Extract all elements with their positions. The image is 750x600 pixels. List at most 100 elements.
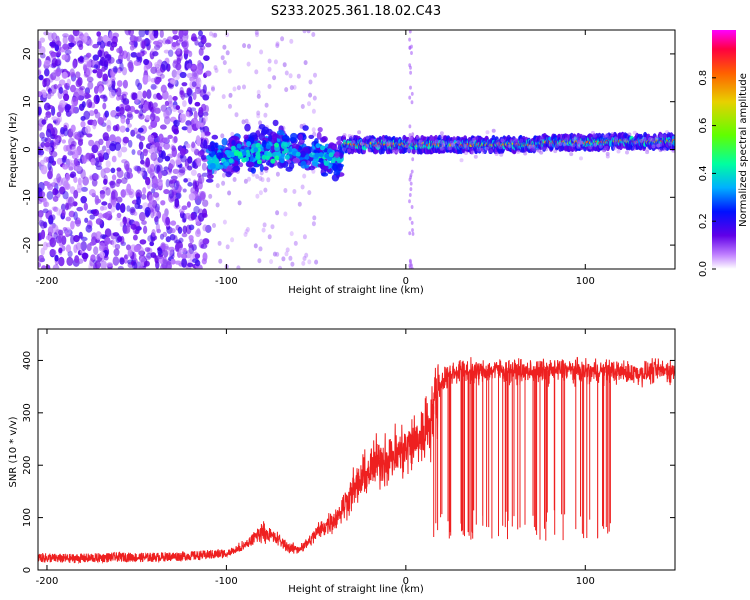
spectrogram-cell bbox=[228, 92, 233, 98]
spectrogram-cell bbox=[648, 137, 653, 141]
spectrogram-cell bbox=[409, 173, 413, 178]
spectrogram-cell bbox=[126, 205, 131, 212]
spectrogram-cell bbox=[178, 237, 184, 243]
spectrogram-cell bbox=[196, 77, 202, 88]
spectrogram-cell bbox=[144, 247, 151, 252]
spectrogram-cell bbox=[571, 137, 576, 142]
spectrogram-cell bbox=[610, 132, 615, 137]
spectrogram-cell bbox=[316, 131, 322, 140]
spectrogram-cell bbox=[189, 107, 197, 112]
spectrogram-cell bbox=[163, 116, 171, 125]
spectrogram-cell bbox=[101, 206, 108, 211]
spectrogram-cell bbox=[49, 41, 57, 47]
spectrogram-cell bbox=[323, 161, 329, 166]
spectrogram-cell bbox=[91, 178, 98, 187]
spectrogram-cell bbox=[413, 140, 418, 145]
spectrogram-cell bbox=[196, 156, 202, 167]
spectrogram-cell bbox=[55, 117, 61, 124]
spectrogram-cell bbox=[312, 215, 317, 221]
spectrogram-cell bbox=[382, 138, 387, 143]
spectrogram-cell bbox=[242, 43, 247, 49]
spectrogram-cell bbox=[53, 232, 58, 240]
spectrogram-cell bbox=[292, 84, 297, 90]
spectrogram-cell bbox=[97, 152, 103, 158]
spectrogram-cell bbox=[157, 94, 163, 101]
spectrogram-cell bbox=[179, 113, 186, 119]
spectrogram-cell bbox=[63, 127, 69, 137]
spectrogram-cell bbox=[668, 141, 673, 146]
spectrogram-cell bbox=[66, 78, 71, 87]
spectrogram-cell bbox=[298, 133, 304, 141]
spectrogram-cell bbox=[80, 195, 87, 204]
spectrogram-cell bbox=[182, 30, 189, 36]
spectrogram-cell bbox=[115, 95, 121, 101]
spectrogram-cell bbox=[295, 151, 301, 157]
spectrogram-cell bbox=[135, 226, 142, 231]
spectrogram-cell bbox=[259, 49, 264, 55]
spectrogram-cell bbox=[280, 142, 288, 149]
spectrogram-cell bbox=[201, 162, 207, 171]
spectrogram-cell bbox=[103, 167, 111, 174]
spectrogram-cell bbox=[73, 211, 78, 221]
spectrogram-cell bbox=[93, 64, 99, 69]
spectrogram-cell bbox=[314, 259, 319, 265]
spectrogram-cell bbox=[200, 155, 207, 160]
spectrogram-cell bbox=[181, 126, 188, 131]
spectrogram-cell bbox=[357, 130, 362, 135]
spectrogram-cell bbox=[255, 32, 259, 38]
spectrogram-cell bbox=[225, 32, 230, 38]
chart-title: S233.2025.361.18.02.C43 bbox=[271, 4, 441, 19]
spectrogram-cell bbox=[269, 259, 274, 265]
spectrogram-cell bbox=[38, 181, 45, 192]
spectrogram-cell bbox=[201, 172, 209, 177]
spectrogram-cell bbox=[140, 167, 146, 172]
spectrogram-cell bbox=[76, 206, 84, 212]
spectrogram-cell bbox=[50, 72, 57, 81]
spectrogram-cell bbox=[197, 35, 205, 40]
spectrogram-cell bbox=[119, 106, 125, 115]
spectrogram-cell bbox=[654, 136, 659, 141]
spectrogram-cell bbox=[38, 233, 41, 242]
spectrogram-cell bbox=[82, 176, 89, 186]
spectrogram-cell bbox=[202, 199, 209, 207]
spectrogram-cell bbox=[141, 193, 147, 200]
spectrogram-cell bbox=[280, 36, 285, 42]
spectrogram-cell bbox=[332, 163, 338, 172]
spectrogram-cell bbox=[230, 237, 235, 243]
spectrogram-cell bbox=[519, 138, 524, 143]
spectrogram-cell bbox=[110, 190, 116, 201]
spectrogram-cell bbox=[149, 112, 156, 122]
spectrogram-cell bbox=[174, 260, 182, 265]
spectrogram-cell bbox=[77, 95, 84, 101]
spectrogram-cell bbox=[188, 95, 193, 105]
spectrogram-cell bbox=[253, 147, 259, 153]
spectrogram-cell bbox=[142, 90, 147, 99]
spectrogram-cell bbox=[151, 229, 156, 238]
spectrogram-cell bbox=[302, 234, 307, 240]
spectrogram-cell bbox=[185, 120, 192, 127]
spectrogram-cell bbox=[175, 63, 182, 71]
spectrogram-cell bbox=[124, 104, 132, 112]
spectrogram-cell bbox=[38, 262, 41, 268]
spectrogram-cell bbox=[101, 201, 108, 206]
spectrogram-cell bbox=[175, 185, 183, 191]
spectrogram-cell bbox=[408, 37, 411, 42]
spectrogram-cell bbox=[409, 187, 413, 192]
spectrogram-cell bbox=[479, 147, 484, 152]
spectrogram-cell bbox=[284, 87, 289, 93]
spectrogram-cell bbox=[133, 60, 141, 66]
spectrogram-cell bbox=[258, 190, 263, 196]
spectrogram-cell bbox=[347, 148, 351, 153]
spectrogram-cell bbox=[633, 140, 638, 145]
spectrogram-cell bbox=[256, 113, 261, 119]
spectrogram-cell bbox=[320, 145, 325, 151]
spectrogram-cell bbox=[376, 144, 381, 149]
spectrogram-cell bbox=[119, 257, 125, 265]
spectrogram-cell bbox=[162, 243, 169, 250]
spectrogram-cell bbox=[62, 35, 68, 45]
spectrogram-cell bbox=[130, 223, 137, 230]
spectrogram-cell bbox=[391, 150, 396, 154]
spectrogram-cell bbox=[159, 233, 165, 240]
spectrogram-cell bbox=[360, 141, 365, 146]
spectrogram-cell bbox=[92, 69, 98, 74]
